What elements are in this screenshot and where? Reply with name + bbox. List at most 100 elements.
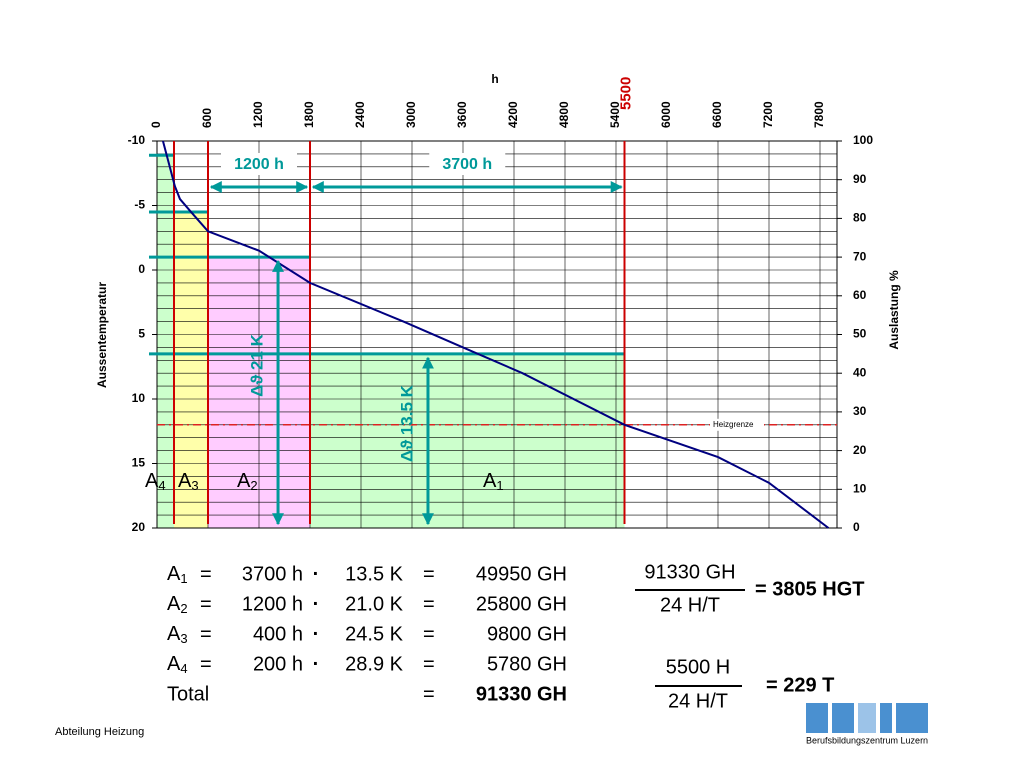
y2-tick-label: 30 bbox=[853, 404, 867, 418]
y-tick-label: 20 bbox=[132, 520, 146, 534]
eq-sub: 4 bbox=[180, 661, 187, 676]
eq-sub: 1 bbox=[180, 571, 187, 586]
span-label-bg bbox=[429, 153, 506, 175]
region bbox=[310, 353, 625, 528]
area-letter: A bbox=[237, 470, 251, 492]
area-letter: A bbox=[145, 470, 159, 492]
area-sub: 1 bbox=[496, 478, 503, 493]
eq-dot: · bbox=[313, 623, 320, 645]
delta-label: Δϑ 21 K bbox=[248, 333, 267, 396]
eq-result: 25800 GH bbox=[476, 593, 567, 615]
heizgrenze-label: Heizgrenze bbox=[713, 420, 754, 429]
y2-axis-label: Auslastung % bbox=[887, 270, 901, 350]
fraction-result: = 229 T bbox=[766, 674, 834, 696]
area-label: A2 bbox=[237, 470, 258, 493]
area-letter: A bbox=[483, 470, 497, 492]
x-tick-label: 7800 bbox=[812, 101, 826, 128]
x-tick-label: 3600 bbox=[455, 101, 469, 128]
x-tick-label: 6000 bbox=[659, 101, 673, 128]
eq-name: A3 bbox=[167, 623, 188, 646]
span-label: 3700 h bbox=[442, 156, 492, 173]
y-tick-label: 5 bbox=[138, 327, 145, 341]
eq-letter: A bbox=[167, 623, 181, 645]
x-tick-label: 4200 bbox=[506, 101, 520, 128]
y-tick-label: 15 bbox=[132, 456, 146, 470]
fraction-den: 24 H/T bbox=[668, 690, 728, 712]
x-tick-label: 1200 bbox=[251, 101, 265, 128]
eq-sign: = bbox=[423, 683, 435, 705]
x-axis-label: h bbox=[491, 72, 498, 86]
region bbox=[174, 211, 208, 528]
eq-sign: = bbox=[423, 593, 435, 615]
fraction-result: = 3805 HGT bbox=[755, 578, 865, 600]
eq-dot: · bbox=[313, 593, 320, 615]
x-tick-label: 1800 bbox=[302, 101, 316, 128]
eq-sign: = bbox=[200, 623, 212, 645]
y2-tick-label: 50 bbox=[853, 327, 867, 341]
eq-hours: 3700 h bbox=[242, 563, 303, 585]
eq-letter: A bbox=[167, 563, 181, 585]
logo: Berufsbildungszentrum Luzern bbox=[806, 703, 928, 745]
area-label: A4 bbox=[145, 470, 166, 493]
eq-sign: = bbox=[423, 653, 435, 675]
eq-temp: 21.0 K bbox=[345, 593, 403, 615]
chart: 0 600 1200 1800 2400 3000 3600 4200 4800 5400 6000… bbox=[128, 77, 874, 535]
y2-tick-label: 90 bbox=[853, 172, 867, 186]
eq-sign: = bbox=[200, 593, 212, 615]
eq-temp: 24.5 K bbox=[345, 623, 403, 645]
x-tick-label: 0 bbox=[149, 121, 163, 128]
y-tick-label: 10 bbox=[132, 391, 146, 405]
eq-result: 5780 GH bbox=[487, 653, 567, 675]
area-sub: 2 bbox=[250, 478, 257, 493]
area-sub: 3 bbox=[191, 478, 198, 493]
eq-dot: · bbox=[313, 653, 320, 675]
fraction-num: 91330 GH bbox=[644, 561, 735, 583]
y-tick-label: -5 bbox=[134, 198, 145, 212]
delta-label: Δϑ 13.5 K bbox=[397, 384, 416, 462]
y2-tick-label: 80 bbox=[853, 211, 867, 225]
eq-name: A1 bbox=[167, 563, 188, 586]
footer: Abteilung Heizung bbox=[55, 726, 144, 738]
eq-name: A4 bbox=[167, 653, 188, 676]
eq-letter: A bbox=[167, 653, 181, 675]
y2-tick-label: 60 bbox=[853, 288, 867, 302]
eq-temp: 13.5 K bbox=[345, 563, 403, 585]
x-tick-label: 2400 bbox=[353, 101, 367, 128]
eq-name: A2 bbox=[167, 593, 188, 616]
eq-sub: 3 bbox=[180, 631, 187, 646]
total-label: Total bbox=[167, 683, 209, 705]
x-tick-label: 7200 bbox=[761, 101, 775, 128]
area-label: A1 bbox=[483, 470, 504, 493]
eq-hours: 1200 h bbox=[242, 593, 303, 615]
x-tick-label: 600 bbox=[200, 108, 214, 128]
marker-label: 5500 bbox=[617, 77, 634, 110]
area-letter: A bbox=[178, 470, 192, 492]
eq-result: 49950 GH bbox=[476, 563, 567, 585]
eq-sign: = bbox=[200, 563, 212, 585]
total-result: 91330 GH bbox=[476, 683, 567, 705]
eq-sign: = bbox=[200, 653, 212, 675]
y2-tick-label: 0 bbox=[853, 520, 860, 534]
fraction-num: 5500 H bbox=[666, 656, 731, 678]
span-label: 1200 h bbox=[234, 156, 284, 173]
y-tick-label: -10 bbox=[128, 133, 146, 147]
eq-hours: 400 h bbox=[253, 623, 303, 645]
y2-tick-label: 40 bbox=[853, 365, 867, 379]
x-tick-label: 5400 bbox=[608, 101, 622, 128]
x-tick-label: 3000 bbox=[404, 101, 418, 128]
eq-sign: = bbox=[423, 563, 435, 585]
y2-tick-label: 10 bbox=[853, 481, 867, 495]
area-sub: 4 bbox=[158, 478, 165, 493]
y-tick-label: 0 bbox=[138, 262, 145, 276]
region bbox=[157, 155, 174, 528]
eq-letter: A bbox=[167, 593, 181, 615]
eq-sub: 2 bbox=[180, 601, 187, 616]
y2-tick-label: 70 bbox=[853, 249, 867, 263]
area-label: A3 bbox=[178, 470, 199, 493]
y2-tick-label: 100 bbox=[853, 133, 873, 147]
span-label-bg bbox=[221, 153, 297, 175]
eq-sign: = bbox=[423, 623, 435, 645]
x-tick-label: 6600 bbox=[710, 101, 724, 128]
